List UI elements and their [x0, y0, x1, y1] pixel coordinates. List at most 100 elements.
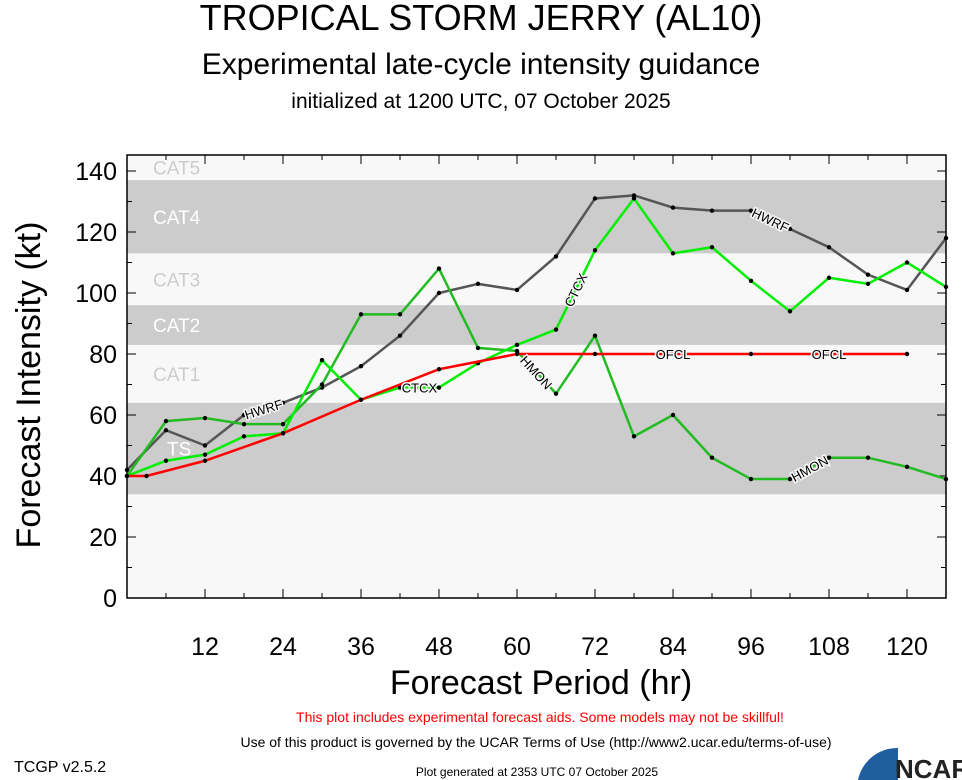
- data-point-hmon: [826, 455, 832, 460]
- data-point-hmon: [514, 348, 520, 354]
- data-point-hwrf: [553, 254, 559, 259]
- data-point-hwrf: [514, 287, 520, 293]
- data-point-hwrf: [436, 290, 442, 296]
- data-point-hmon: [319, 382, 325, 387]
- data-point-hwrf: [163, 428, 169, 433]
- x-tick-label: 120: [886, 633, 928, 661]
- data-point-ctcx: [436, 385, 442, 390]
- series-label-ofcl: OFCL: [656, 347, 691, 362]
- x-tick-label: 36: [347, 633, 375, 661]
- data-point-hmon: [475, 345, 481, 351]
- data-point-ctcx: [631, 196, 637, 201]
- series-label-ctcx: CTCX: [402, 381, 438, 396]
- data-point-ofcl: [358, 397, 364, 402]
- chart-subtitle: Experimental late-cycle intensity guidan…: [202, 48, 761, 81]
- y-tick-label: 60: [89, 402, 117, 430]
- y-tick-label: 40: [89, 463, 117, 491]
- data-point-hwrf: [787, 226, 793, 232]
- data-point-ofcl: [748, 351, 754, 357]
- x-axis-label: Forecast Period (hr): [390, 664, 692, 702]
- warning-text: This plot includes experimental forecast…: [296, 709, 784, 725]
- band-cat4: [127, 180, 946, 254]
- data-point-ofcl: [436, 367, 442, 372]
- data-point-ctcx: [904, 260, 910, 265]
- data-point-hmon: [709, 455, 715, 460]
- data-point-hwrf: [124, 467, 130, 473]
- terms-text: Use of this product is governed by the U…: [240, 734, 831, 750]
- data-point-hmon: [865, 455, 871, 460]
- band-label: CAT4: [153, 208, 201, 229]
- svg-text:NCAR: NCAR: [895, 754, 962, 780]
- data-point-ofcl: [592, 351, 598, 357]
- data-point-hmon: [787, 476, 793, 482]
- data-point-ctcx: [553, 327, 559, 332]
- data-point-hmon: [670, 412, 676, 418]
- band-label: TS: [167, 440, 191, 461]
- x-tick-label: 24: [269, 633, 297, 661]
- x-tick-label: 72: [581, 633, 609, 661]
- data-point-hmon: [397, 312, 403, 317]
- data-point-ctcx: [787, 309, 793, 314]
- y-tick-label: 100: [75, 280, 117, 308]
- data-point-hmon: [748, 476, 754, 482]
- x-tick-label: 96: [737, 633, 765, 661]
- data-point-ofcl: [144, 473, 149, 479]
- chart-title: TROPICAL STORM JERRY (AL10): [200, 0, 763, 38]
- data-point-hwrf: [241, 412, 247, 418]
- data-point-hmon: [280, 421, 286, 427]
- data-point-hwrf: [709, 208, 715, 213]
- band-label: CAT1: [153, 365, 200, 386]
- band-label: CAT3: [153, 270, 200, 291]
- data-point-ofcl: [514, 351, 520, 357]
- data-point-hwrf: [631, 193, 637, 198]
- data-point-ofcl: [124, 473, 130, 479]
- x-tick-label: 60: [503, 633, 531, 661]
- data-point-hmon: [163, 418, 169, 424]
- y-tick-label: 140: [75, 158, 117, 186]
- data-point-ctcx: [514, 342, 520, 348]
- data-point-ofcl: [904, 351, 910, 357]
- ncar-logo: NCAR: [858, 747, 962, 780]
- generated-text: Plot generated at 2353 UTC 07 October 20…: [416, 765, 658, 779]
- data-point-hwrf: [475, 281, 481, 287]
- data-point-hwrf: [748, 208, 754, 213]
- data-point-ofcl: [202, 458, 208, 463]
- data-point-ofcl: [280, 431, 286, 436]
- y-axis-label: Forecast Intensity (kt): [10, 222, 48, 549]
- data-point-ctcx: [865, 281, 871, 287]
- x-tick-label: 12: [191, 633, 219, 661]
- data-point-hmon: [202, 415, 208, 421]
- data-point-ctcx: [319, 357, 325, 363]
- series-line-hmon: [125, 266, 947, 481]
- data-point-hwrf: [397, 333, 403, 338]
- band-label: CAT5: [153, 159, 200, 180]
- y-tick-label: 20: [89, 524, 117, 552]
- data-point-hwrf: [826, 245, 832, 250]
- data-point-hmon: [241, 421, 247, 427]
- data-point-hmon: [436, 266, 442, 271]
- data-point-ctcx: [592, 248, 598, 253]
- data-point-ctcx: [943, 284, 949, 290]
- data-point-ctcx: [202, 452, 208, 457]
- data-point-hwrf: [904, 287, 910, 293]
- plot-frame: [126, 154, 947, 599]
- band-ts: [127, 402, 946, 495]
- data-point-hwrf: [592, 196, 598, 201]
- data-point-hmon: [631, 434, 637, 439]
- data-point-hwrf: [358, 364, 364, 369]
- data-point-hwrf: [943, 235, 949, 241]
- series-line-hwrf: [126, 194, 947, 471]
- y-tick-label: 120: [75, 219, 117, 247]
- data-point-hwrf: [280, 400, 286, 405]
- y-tick-label: 0: [103, 585, 117, 613]
- data-point-ctcx: [748, 278, 754, 283]
- data-point-hmon: [943, 476, 949, 482]
- init-time: initialized at 1200 UTC, 07 October 2025: [291, 90, 670, 113]
- series-line-ctcx: [126, 196, 947, 478]
- data-point-hwrf: [202, 443, 208, 448]
- data-point-hmon: [358, 312, 364, 317]
- data-point-ctcx: [826, 275, 832, 280]
- data-point-hwrf: [670, 205, 676, 210]
- x-tick-label: 48: [425, 633, 453, 661]
